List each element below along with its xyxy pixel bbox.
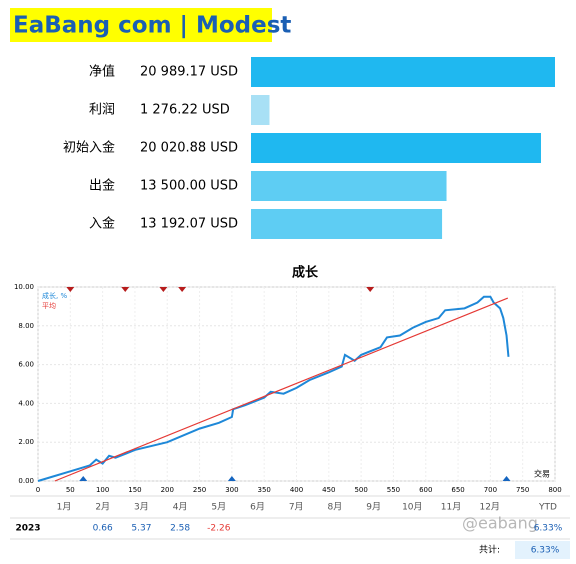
stat-bar <box>251 171 447 201</box>
header-title: EaBang com | Modest <box>13 13 291 39</box>
marker-top <box>366 287 375 292</box>
column-header: 11月 <box>441 502 461 513</box>
x-axis-label: 交易 <box>534 469 550 479</box>
legend-entry: 成长, % <box>42 291 67 300</box>
x-tick-label: 500 <box>354 486 367 494</box>
y-tick-label: 4.00 <box>18 399 34 407</box>
stat-bar <box>251 209 443 239</box>
stat-value: 1 276.22 USD <box>140 103 230 118</box>
x-tick-label: 750 <box>516 486 529 494</box>
x-tick-label: 600 <box>419 486 432 494</box>
marker-top <box>159 287 168 292</box>
stat-value: 20 020.88 USD <box>140 141 238 156</box>
x-tick-label: 550 <box>387 486 400 494</box>
column-header: 6月 <box>250 502 265 513</box>
stat-label: 入金 <box>89 216 115 232</box>
x-tick-label: 50 <box>66 486 75 494</box>
stat-label: 出金 <box>89 178 115 194</box>
y-tick-label: 10.00 <box>14 283 34 291</box>
column-header: 1月 <box>57 502 72 513</box>
y-tick-label: 6.00 <box>18 361 34 369</box>
marker-top <box>178 287 187 292</box>
column-header: YTD <box>538 503 557 513</box>
x-tick-label: 200 <box>161 486 174 494</box>
stat-label: 利润 <box>89 103 115 118</box>
x-tick-label: 700 <box>484 486 497 494</box>
x-tick-label: 350 <box>258 486 271 494</box>
column-header: 12月 <box>479 502 499 513</box>
stat-value: 13 192.07 USD <box>140 217 238 232</box>
watermark: @eabang <box>462 514 538 533</box>
legend-entry: 平均 <box>42 301 56 310</box>
stat-value: 20 989.17 USD <box>140 65 238 80</box>
y-tick-label: 2.00 <box>18 438 34 446</box>
x-tick-label: 450 <box>322 486 335 494</box>
cell: -2.26 <box>207 524 231 534</box>
marker-top <box>121 287 130 292</box>
x-tick-label: 400 <box>290 486 303 494</box>
marker-bottom <box>227 476 236 481</box>
y-tick-label: 0.00 <box>18 477 34 485</box>
x-tick-label: 250 <box>193 486 206 494</box>
marker-top <box>66 287 75 292</box>
stat-bar <box>251 57 555 87</box>
marker-bottom <box>502 476 511 481</box>
column-header: 5月 <box>211 502 226 513</box>
cell: 2.58 <box>170 524 190 534</box>
y-tick-label: 8.00 <box>18 322 34 330</box>
cell: 5.37 <box>131 524 151 534</box>
total-value: 6.33% <box>531 546 560 556</box>
stat-bar <box>251 133 541 163</box>
column-header: 9月 <box>366 502 381 513</box>
x-tick-label: 150 <box>128 486 141 494</box>
column-header: 4月 <box>173 502 188 513</box>
row-year: 2023 <box>15 524 40 534</box>
stat-value: 13 500.00 USD <box>140 179 238 194</box>
cell: 0.66 <box>93 524 113 534</box>
title-bg <box>10 8 272 42</box>
chart-title: 成长 <box>292 265 319 281</box>
column-header: 8月 <box>328 502 343 513</box>
column-header: 3月 <box>134 502 149 513</box>
x-tick-label: 0 <box>36 486 40 494</box>
stat-label: 净值 <box>89 64 115 80</box>
stat-label: 初始入金 <box>63 140 115 156</box>
cell: 6.33% <box>534 524 563 534</box>
x-tick-label: 300 <box>225 486 238 494</box>
total-bg <box>515 541 570 559</box>
marker-bottom <box>79 476 88 481</box>
series-line <box>54 297 509 482</box>
stat-bar <box>251 95 270 125</box>
total-label: 共计: <box>479 544 500 556</box>
x-tick-label: 100 <box>96 486 109 494</box>
column-header: 7月 <box>289 502 304 513</box>
x-tick-label: 650 <box>451 486 464 494</box>
column-header: 10月 <box>402 502 422 513</box>
x-tick-label: 800 <box>548 486 561 494</box>
column-header: 2月 <box>95 502 110 513</box>
